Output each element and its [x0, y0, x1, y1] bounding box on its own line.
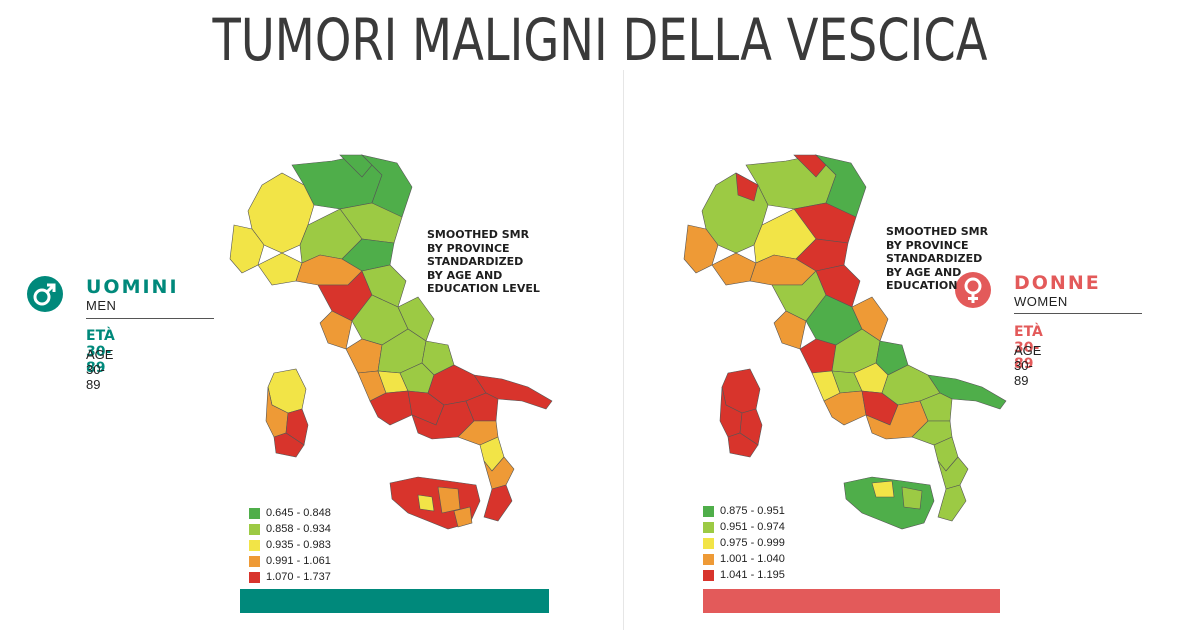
- men-map-panel: SMOOTHED SMR BY PROVINCE STANDARDIZED BY…: [222, 125, 602, 585]
- map-region: [319, 310, 353, 350]
- men-italy-map: [229, 154, 553, 530]
- map-region: [919, 392, 953, 422]
- legend-label: 0.991 - 1.061: [266, 555, 331, 567]
- legend-item: 0.951 - 0.974: [703, 519, 785, 535]
- map-region: [437, 486, 461, 514]
- legend-item: 1.070 - 1.737: [249, 569, 331, 585]
- legend-swatch: [703, 505, 714, 517]
- map-region: [815, 264, 861, 308]
- men-map-regions: [229, 154, 553, 530]
- legend-swatch: [249, 507, 260, 519]
- women-color-bar: [703, 589, 1000, 613]
- legend-item: 0.875 - 0.951: [703, 503, 785, 519]
- legend-item: 0.935 - 0.983: [249, 537, 331, 553]
- women-legend: 0.875 - 0.951 0.951 - 0.974 0.975 - 0.99…: [703, 503, 785, 583]
- women-italy-map: [683, 154, 1007, 530]
- legend-label: 0.858 - 0.934: [266, 523, 331, 535]
- legend-item: 0.991 - 1.061: [249, 553, 331, 569]
- legend-swatch: [703, 553, 714, 565]
- legend-item: 0.975 - 0.999: [703, 535, 785, 551]
- map-region: [483, 484, 513, 522]
- legend-label: 0.975 - 0.999: [720, 537, 785, 549]
- legend-swatch: [703, 569, 714, 581]
- men-rule: [86, 318, 214, 319]
- legend-swatch: [703, 537, 714, 549]
- map-region: [799, 338, 837, 374]
- legend-label: 0.645 - 0.848: [266, 507, 331, 519]
- map-region: [285, 408, 309, 446]
- women-map-note: SMOOTHED SMR BY PROVINCE STANDARDIZED BY…: [886, 225, 989, 292]
- legend-item: 0.645 - 0.848: [249, 505, 331, 521]
- women-age-en: AGE 30-89: [1014, 343, 1042, 388]
- map-region: [361, 264, 407, 308]
- map-region: [397, 296, 435, 342]
- map-region: [901, 486, 923, 510]
- map-region: [871, 480, 895, 498]
- women-rule: [1014, 313, 1142, 314]
- legend-item: 1.041 - 1.195: [703, 567, 785, 583]
- men-age-en: AGE 30-89: [86, 347, 114, 392]
- map-region: [773, 310, 807, 350]
- map-region: [739, 408, 763, 446]
- map-region: [273, 432, 305, 458]
- map-region: [257, 252, 303, 286]
- map-region: [911, 420, 953, 446]
- center-divider: [623, 70, 624, 630]
- map-region: [457, 420, 499, 446]
- women-map-panel: SMOOTHED SMR BY PROVINCE STANDARDIZED BY…: [676, 125, 1056, 585]
- men-color-bar: [240, 589, 549, 613]
- men-age-it: ETÀ 30-89: [86, 328, 115, 376]
- legend-swatch: [249, 555, 260, 567]
- map-region: [453, 506, 473, 528]
- map-region: [727, 432, 759, 458]
- legend-label: 1.070 - 1.737: [266, 571, 331, 583]
- map-region: [345, 338, 383, 374]
- women-label-en: WOMEN: [1014, 294, 1068, 309]
- women-map-regions: [683, 154, 1007, 530]
- legend-item: 0.858 - 0.934: [249, 521, 331, 537]
- women-age-it: ETÀ 30-89: [1014, 324, 1043, 372]
- map-region: [937, 484, 967, 522]
- map-region: [851, 296, 889, 342]
- male-symbol-icon: [27, 276, 63, 312]
- legend-label: 1.041 - 1.195: [720, 569, 785, 581]
- map-region: [735, 172, 759, 202]
- men-label: UOMINI: [86, 276, 179, 298]
- female-symbol-icon: [955, 272, 991, 308]
- men-map-note: SMOOTHED SMR BY PROVINCE STANDARDIZED BY…: [427, 228, 540, 295]
- page-title: TUMORI MALIGNI DELLA VESCICA: [212, 6, 988, 74]
- legend-label: 0.951 - 0.974: [720, 521, 785, 533]
- legend-swatch: [249, 539, 260, 551]
- men-legend: 0.645 - 0.848 0.858 - 0.934 0.935 - 0.98…: [249, 505, 331, 585]
- legend-swatch: [249, 523, 260, 535]
- legend-item: 1.001 - 1.040: [703, 551, 785, 567]
- map-region: [711, 252, 757, 286]
- legend-label: 0.875 - 0.951: [720, 505, 785, 517]
- map-region: [417, 494, 435, 512]
- men-label-en: MEN: [86, 298, 117, 313]
- women-label: DONNE: [1014, 272, 1101, 294]
- legend-label: 1.001 - 1.040: [720, 553, 785, 565]
- legend-label: 0.935 - 0.983: [266, 539, 331, 551]
- legend-swatch: [249, 571, 260, 583]
- map-region: [465, 392, 499, 422]
- legend-swatch: [703, 521, 714, 533]
